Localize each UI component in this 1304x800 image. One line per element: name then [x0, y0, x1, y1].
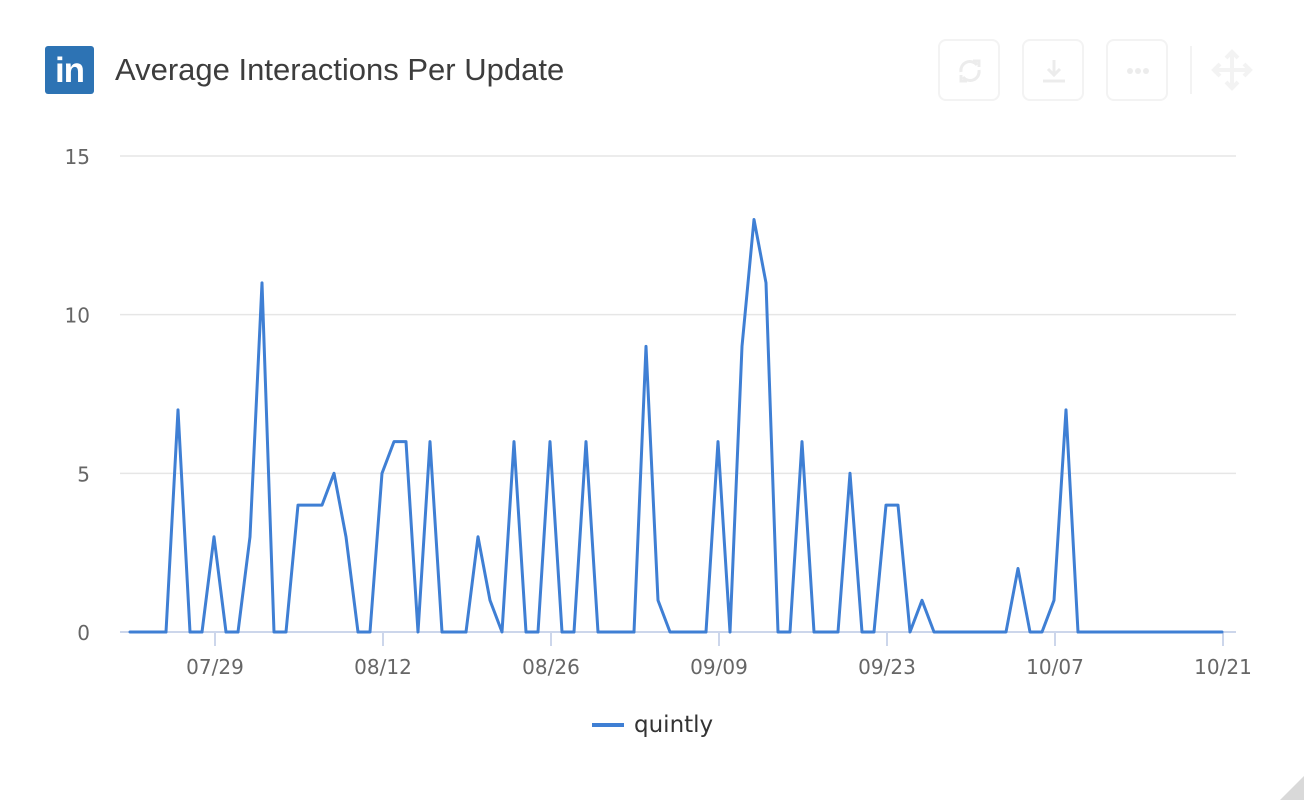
y-axis-labels: 0 5 10 15: [65, 145, 90, 645]
refresh-button[interactable]: [938, 39, 1000, 101]
legend-swatch: [592, 723, 624, 727]
x-tick-label: 10/07: [1026, 655, 1084, 679]
y-tick-label: 0: [77, 621, 90, 645]
line-chart: 0 5 10 15 07/29 08/12 08/26 09/09 09/23 10/07 10/…: [65, 145, 1252, 679]
x-tick-label: 08/26: [522, 655, 580, 679]
legend-label: quintly: [634, 712, 714, 738]
more-horizontal-icon: [1127, 68, 1149, 74]
more-options-button[interactable]: [1106, 39, 1168, 101]
widget-title: Average Interactions Per Update: [115, 52, 565, 87]
toolbar-divider: [1190, 46, 1192, 94]
series-line-quintly[interactable]: [128, 218, 1224, 634]
download-button[interactable]: [1022, 39, 1084, 101]
x-tick-label: 08/12: [354, 655, 412, 679]
x-tick-label: 09/09: [690, 655, 748, 679]
y-gridlines: [120, 155, 1236, 475]
x-tick-label: 07/29: [186, 655, 244, 679]
y-tick-label: 10: [65, 304, 90, 328]
refresh-icon: [959, 59, 981, 83]
x-axis: 07/29 08/12 08/26 09/09 09/23 10/07 10/21: [120, 631, 1252, 679]
x-tick-label: 09/23: [858, 655, 916, 679]
y-tick-label: 15: [65, 145, 90, 169]
x-tick-label: 10/21: [1194, 655, 1252, 679]
legend-item-quintly[interactable]: quintly: [592, 710, 713, 740]
widget-header: in Average Interactions Per Update: [0, 0, 1304, 130]
y-tick-label: 5: [77, 462, 90, 486]
move-icon[interactable]: [1210, 48, 1254, 92]
resize-handle[interactable]: [1280, 776, 1304, 800]
download-icon: [1043, 60, 1065, 83]
linkedin-logo-icon: in: [45, 46, 94, 94]
